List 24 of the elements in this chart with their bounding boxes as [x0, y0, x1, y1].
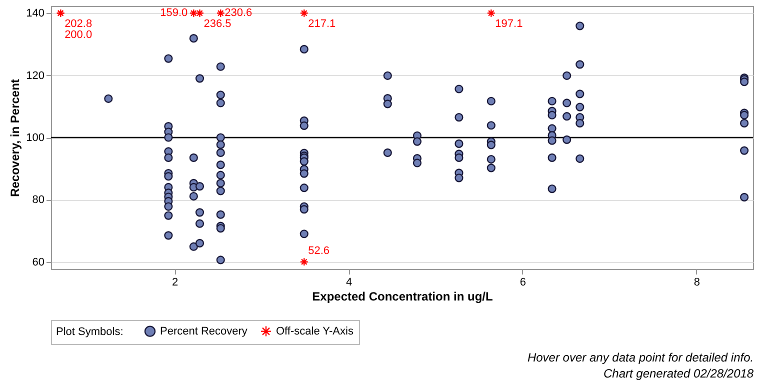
- annotation: 236.5: [204, 18, 232, 30]
- annotation: 159.0: [160, 7, 188, 20]
- legend-label: Off-scale Y-Axis: [276, 325, 354, 338]
- y-tick-label: 120: [26, 70, 44, 82]
- y-tick-label: 100: [26, 132, 44, 144]
- annotation: 202.8: [64, 18, 92, 30]
- y-tick-label: 140: [26, 8, 44, 20]
- y-tick-label: 60: [32, 256, 44, 268]
- legend-label: Percent Recovery: [160, 325, 248, 338]
- x-tick-label: 2: [172, 276, 178, 288]
- annotation: 197.1: [495, 18, 523, 30]
- text: Chart generated 02/28/2018: [603, 366, 754, 380]
- legend-title: Plot Symbols:: [56, 326, 124, 338]
- x-axis-title: Expected Concentration in ug/L: [312, 290, 493, 304]
- annotation: 230.6: [224, 7, 252, 20]
- x-tick-label: 4: [346, 276, 352, 288]
- annotation: 217.1: [308, 18, 336, 30]
- x-tick-label: 6: [520, 276, 526, 288]
- annotation: 200.0: [64, 29, 92, 42]
- x-tick-label: 8: [694, 276, 700, 288]
- y-axis-title: Recovery, in Percent: [8, 79, 22, 197]
- y-tick-label: 80: [32, 194, 44, 206]
- annotation: 52.6: [308, 244, 330, 257]
- text: Hover over any data point for detailed info.: [527, 350, 754, 364]
